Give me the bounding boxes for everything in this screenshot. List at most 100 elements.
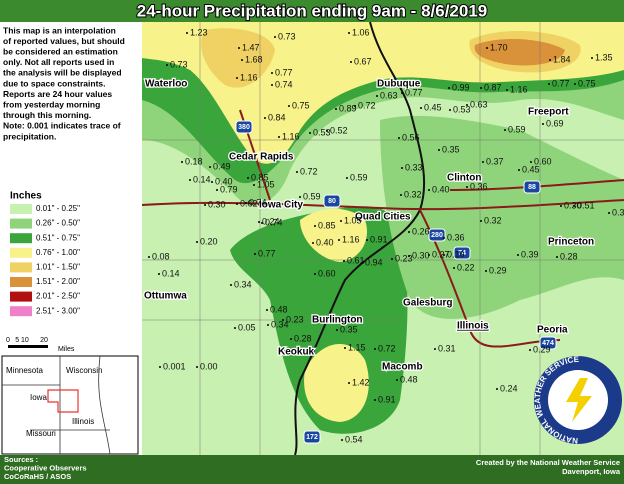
obs-dot — [453, 267, 455, 269]
obs-dot — [234, 327, 236, 329]
legend-title: Inches — [10, 191, 42, 202]
obs-dot — [340, 220, 342, 222]
city-label: Keokuk — [278, 347, 315, 358]
obs-dot — [485, 270, 487, 272]
scale-label: 5 10 — [15, 337, 29, 344]
obs-dot — [341, 439, 343, 441]
obs-dot — [496, 388, 498, 390]
legend-label: 0.76" - 1.00" — [36, 248, 80, 257]
obs-value: 1.35 — [595, 52, 613, 62]
obs-value: 0.36 — [447, 232, 465, 242]
obs-dot — [506, 89, 508, 91]
logo-bolt — [566, 378, 592, 422]
highway-shield — [303, 430, 321, 444]
obs-value: 0.33 — [405, 162, 423, 172]
obs-value: 1.68 — [245, 54, 263, 64]
obs-dot — [348, 382, 350, 384]
obs-dot — [408, 255, 410, 257]
highway-number: 74 — [458, 250, 466, 257]
obs-value: 0.67 — [354, 56, 372, 66]
obs-value: 1.06 — [352, 27, 370, 37]
obs-dot — [261, 222, 263, 224]
obs-value: 0.05 — [238, 322, 256, 332]
obs-value: 0.54 — [345, 434, 363, 444]
note-line: of reported values, but should — [3, 36, 125, 46]
obs-value: 0.85 — [251, 172, 269, 182]
obs-value: 0.27 — [432, 249, 450, 259]
obs-dot — [391, 258, 393, 260]
obs-dot — [530, 161, 532, 163]
obs-value: 0.72 — [300, 166, 318, 176]
obs-value: 0.73 — [170, 59, 188, 69]
obs-value: 0.29 — [533, 344, 551, 354]
obs-value: 0.32 — [404, 189, 422, 199]
city-label: Waterloo — [145, 79, 187, 90]
obs-dot — [158, 273, 160, 275]
obs-dot — [189, 179, 191, 181]
obs-dot — [542, 123, 544, 125]
title-bar — [0, 0, 624, 22]
obs-dot — [148, 256, 150, 258]
obs-dot — [238, 47, 240, 49]
obs-value: 0.85 — [318, 220, 336, 230]
obs-value: 0.94 — [365, 257, 383, 267]
city-label: Burlington — [312, 315, 363, 326]
obs-value: 0.31 — [438, 343, 456, 353]
obs-value: 0.00 — [200, 361, 218, 371]
obs-value: 0.72 — [378, 343, 396, 353]
obs-value: 1.42 — [352, 377, 370, 387]
highway-number: 380 — [238, 124, 250, 131]
region-yellow — [304, 343, 369, 422]
obs-value: 0.62 — [240, 198, 258, 208]
note-line: through this morning. — [3, 110, 91, 120]
obs-dot — [486, 47, 488, 49]
obs-value: 0.30 — [208, 199, 226, 209]
obs-dot — [271, 84, 273, 86]
scale-label: 20 — [40, 337, 48, 344]
obs-value: 0.63 — [470, 99, 488, 109]
legend-label: 2.01" - 2.50" — [36, 292, 80, 301]
obs-value: 0.59 — [508, 124, 526, 134]
obs-dot — [288, 105, 290, 107]
obs-dot — [312, 242, 314, 244]
obs-value: 1.84 — [553, 54, 571, 64]
obs-dot — [274, 36, 276, 38]
highway-shield — [323, 194, 341, 208]
obs-value: 0.77 — [552, 78, 570, 88]
obs-dot — [196, 241, 198, 243]
interstate — [419, 209, 561, 348]
obs-dot — [290, 338, 292, 340]
obs-value: 0.23 — [286, 314, 304, 324]
obs-value: 0.30 — [412, 250, 430, 260]
obs-dot — [396, 379, 398, 381]
obs-dot — [591, 57, 593, 59]
obs-dot — [245, 202, 247, 204]
obs-value: 0.60 — [318, 268, 336, 278]
obs-value: 0.28 — [294, 333, 312, 343]
region-gold — [201, 28, 275, 88]
obs-value: 1.16 — [510, 84, 528, 94]
obs-value: 1.47 — [242, 42, 260, 52]
footer-bar — [0, 455, 624, 484]
obs-value: 1.16 — [282, 131, 300, 141]
obs-dot — [296, 171, 298, 173]
obs-dot — [448, 87, 450, 89]
city-label: Iowa City — [259, 200, 303, 211]
obs-value: 0.63 — [380, 90, 398, 100]
nws-logo: NATIONAL WEATHER SERVICE — [533, 355, 622, 445]
obs-value: 0.48 — [270, 304, 288, 314]
highway-number: 280 — [431, 232, 443, 239]
region-orange — [474, 38, 565, 66]
obs-value: 0.29 — [489, 265, 507, 275]
legend-swatch — [10, 277, 32, 287]
obs-dot — [504, 129, 506, 131]
note-line: Reports are 24 hour values — [3, 89, 112, 99]
obs-value: 1.16 — [240, 72, 258, 82]
obs-dot — [573, 205, 575, 207]
obs-value: 1.23 — [190, 27, 208, 37]
obs-value: 0.40 — [215, 176, 233, 186]
obs-value: 0.69 — [546, 118, 564, 128]
obs-dot — [267, 324, 269, 326]
inset-label: Missouri — [26, 429, 56, 438]
obs-value: 0.10 — [447, 249, 465, 259]
